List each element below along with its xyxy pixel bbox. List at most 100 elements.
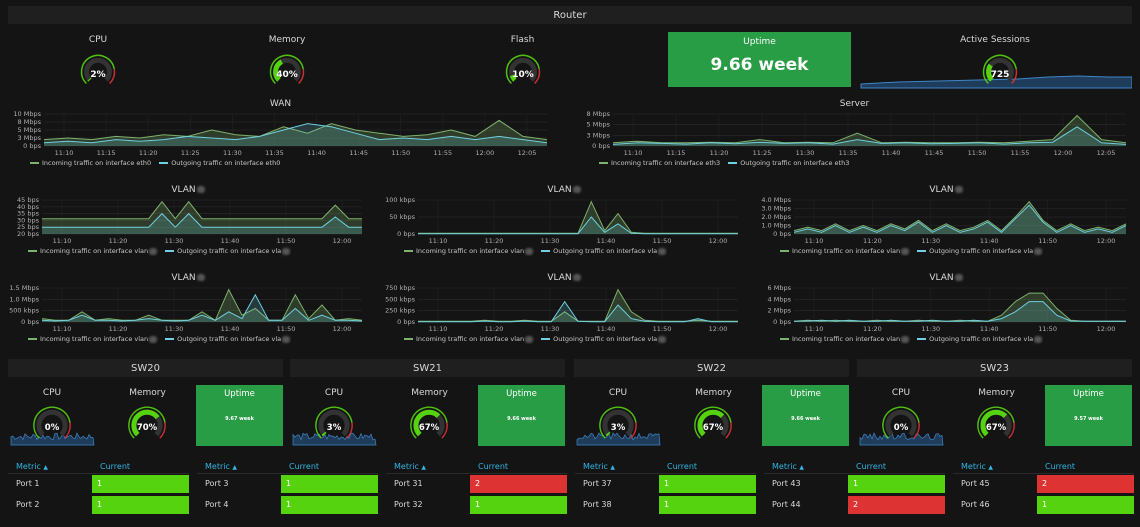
current-cell: 1: [281, 495, 378, 514]
current-column-header[interactable]: Current: [470, 460, 567, 474]
switch-title: SW20: [131, 362, 160, 374]
router-flash-value: 10%: [512, 70, 534, 80]
outgoing-series-area: [794, 205, 1126, 234]
x-tick-label: 11:10: [805, 325, 824, 333]
y-tick-label: 2.0 Mbps: [761, 213, 791, 221]
legend-item-incoming[interactable]: Incoming traffic on interface vlan: [28, 335, 158, 343]
legend-item-incoming[interactable]: Incoming traffic on interface vlan: [28, 247, 158, 255]
y-tick-label: 0 bps: [773, 318, 791, 326]
incoming-series-line: [418, 200, 738, 234]
y-tick-label: 500 kbps: [9, 307, 39, 315]
gauge-arc: [599, 406, 637, 439]
switch-cpu-gauge: [312, 403, 356, 439]
metric-table: Metric ▲ Current Port 3 1 Port 4 1: [197, 460, 378, 515]
chart-legend: Incoming traffic on interface eth3 Outgo…: [599, 159, 849, 167]
metric-column-header[interactable]: Metric ▲: [953, 460, 1037, 474]
switch-row-header[interactable]: SW22: [574, 359, 849, 377]
switch-memory-gauge: [407, 403, 451, 439]
switch-row-header[interactable]: SW21: [290, 359, 565, 377]
x-tick-label: 12:00: [1097, 325, 1116, 333]
redacted-mark: [901, 247, 910, 255]
legend-item-outgoing[interactable]: Outgoing traffic on interface vla: [917, 247, 1043, 255]
switch-memory-value: 67%: [985, 423, 1007, 433]
y-tick-label: 0 bps: [397, 230, 415, 238]
x-tick-label: 11:50: [968, 149, 987, 157]
metric-column-header[interactable]: Metric ▲: [386, 460, 470, 474]
legend-item-outgoing[interactable]: Outgoing traffic on interface vla: [541, 335, 667, 343]
legend-item-outgoing[interactable]: Outgoing traffic on interface vla: [541, 247, 667, 255]
switch-row-header[interactable]: SW23: [857, 359, 1132, 377]
redacted-mark: [525, 335, 534, 343]
metric-column-header[interactable]: Metric ▲: [764, 460, 848, 474]
table-row: Port 1 1: [8, 473, 189, 494]
legend-item-outgoing[interactable]: Outgoing traffic on interface vla: [165, 247, 291, 255]
legend-item-outgoing[interactable]: Outgoing traffic on interface eth0: [159, 159, 280, 167]
current-column-header[interactable]: Current: [659, 460, 756, 474]
x-tick-label: 11:50: [1038, 237, 1057, 245]
x-tick-label: 11:30: [541, 325, 560, 333]
x-tick-label: 11:40: [882, 149, 901, 157]
legend-item-outgoing[interactable]: Outgoing traffic on interface vla: [165, 335, 291, 343]
x-tick-label: 12:00: [333, 237, 352, 245]
router-uptime-title: Uptime: [743, 37, 776, 47]
y-tick-label: 100 kbps: [385, 196, 415, 204]
current-column-header[interactable]: Current: [92, 460, 189, 474]
chart-title: Server: [839, 99, 870, 109]
metric-cell: Port 1: [16, 479, 40, 489]
legend-item-incoming[interactable]: Incoming traffic on interface vlan: [404, 247, 534, 255]
y-tick-label: 1.0 Mbps: [9, 295, 39, 303]
legend-item-incoming[interactable]: Incoming traffic on interface eth3: [599, 159, 720, 167]
switch-uptime-panel: Uptime 9.66 week: [478, 385, 565, 446]
chart-title: VLAN: [384, 185, 744, 195]
metric-cell: Port 3: [205, 479, 229, 489]
current-column-header[interactable]: Current: [281, 460, 378, 474]
switch-row-header[interactable]: SW20: [8, 359, 283, 377]
legend-item-incoming[interactable]: Incoming traffic on interface vlan: [780, 247, 910, 255]
switch-title: SW23: [980, 362, 1009, 374]
chart-svg: 100 kbps 50 kbps 0 bps 11:10 11:20 11:30 11:40…: [385, 196, 738, 245]
current-column-header[interactable]: Current: [848, 460, 945, 474]
switch-memory-value: 67%: [418, 423, 440, 433]
legend-item-outgoing[interactable]: Outgoing traffic on interface vla: [917, 335, 1043, 343]
metric-table: Metric ▲ Current Port 1 1 Port 2 1: [8, 460, 189, 515]
switch-cpu-value: 3%: [326, 423, 342, 433]
legend-item-outgoing[interactable]: Outgoing traffic on interface eth3: [728, 159, 849, 167]
metric-column-header[interactable]: Metric ▲: [197, 460, 281, 474]
vlan4-chart-panel: 1.5 Mbps 1.0 Mbps 500 kbps 0 bps 11:10 11:20 1…: [8, 270, 368, 348]
metric-table: Metric ▲ Current Port 43 1 Port 44 2: [764, 460, 945, 515]
x-tick-label: 11:30: [921, 325, 940, 333]
x-tick-label: 11:40: [597, 325, 616, 333]
legend-item-incoming[interactable]: Incoming traffic on interface vlan: [404, 335, 534, 343]
router-row-header[interactable]: Router: [8, 6, 1132, 24]
redacted-mark: [525, 247, 534, 255]
chart-title: VLAN: [384, 273, 744, 283]
switch-memory-panel: Memory 70%: [100, 383, 195, 449]
incoming-series-line: [43, 119, 548, 141]
legend-item-incoming[interactable]: Incoming traffic on interface vlan: [780, 335, 910, 343]
x-tick-label: 11:35: [839, 149, 858, 157]
y-tick-label: 8 Mbps: [18, 118, 42, 126]
metric-column-header[interactable]: Metric ▲: [8, 460, 92, 474]
x-tick-label: 11:10: [429, 237, 448, 245]
switch-uptime-value: 9.67 week: [225, 416, 254, 422]
redacted-mark: [572, 186, 581, 193]
gauge-arc: [80, 54, 116, 84]
y-tick-label: 45 bps: [17, 196, 40, 204]
legend-item-incoming[interactable]: Incoming traffic on interface eth0: [30, 159, 151, 167]
switch-uptime-panel: Uptime 9.67 week: [196, 385, 283, 446]
incoming-series-area: [42, 201, 362, 234]
current-cell: 1: [92, 495, 189, 514]
chart-title: VLAN: [760, 185, 1132, 195]
current-cell-wrap: 1: [848, 473, 945, 494]
metric-column-header[interactable]: Metric ▲: [575, 460, 659, 474]
metric-cell: Port 32: [394, 500, 423, 509]
metric-cell: Port 46: [961, 500, 990, 509]
current-cell-wrap: 1: [281, 473, 378, 494]
x-tick-label: 11:50: [1038, 325, 1057, 333]
current-column-header[interactable]: Current: [1037, 460, 1134, 474]
y-tick-label: 1.5 Mbps: [9, 284, 39, 292]
metric-cell: Port 31: [394, 479, 423, 489]
switch-memory-gauge: [691, 403, 735, 439]
chart-svg: 750 kbps 500 kbps 250 kbps 0 bps 11:10 11:20 1…: [385, 284, 738, 333]
current-cell-wrap: 1: [92, 473, 189, 494]
